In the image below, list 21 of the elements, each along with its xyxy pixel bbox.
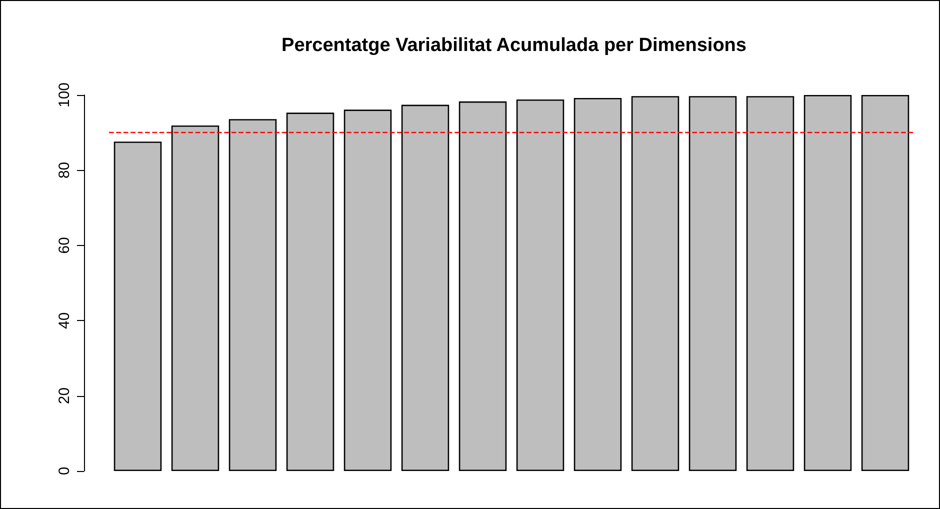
y-tick-label: 20 [56, 387, 73, 404]
y-tick-label: 100 [56, 82, 73, 108]
y-tick-label: 40 [56, 312, 73, 329]
bar [344, 110, 392, 471]
bar [286, 112, 334, 471]
y-tick-label: 80 [56, 162, 73, 179]
bar [861, 95, 910, 471]
bar [114, 142, 162, 471]
bar [688, 96, 737, 471]
bar [401, 104, 450, 471]
bar [516, 100, 564, 471]
y-tick-label: 0 [56, 466, 73, 476]
bar [458, 101, 507, 471]
chart-title: Percentatge Variabilitat Acumulada per Dimensions [282, 35, 746, 56]
bar [574, 98, 622, 471]
y-tick-label: 60 [56, 237, 73, 254]
bar [631, 96, 680, 471]
bar [746, 96, 794, 471]
bar [228, 119, 277, 471]
bar [171, 125, 220, 471]
bar [804, 95, 852, 471]
